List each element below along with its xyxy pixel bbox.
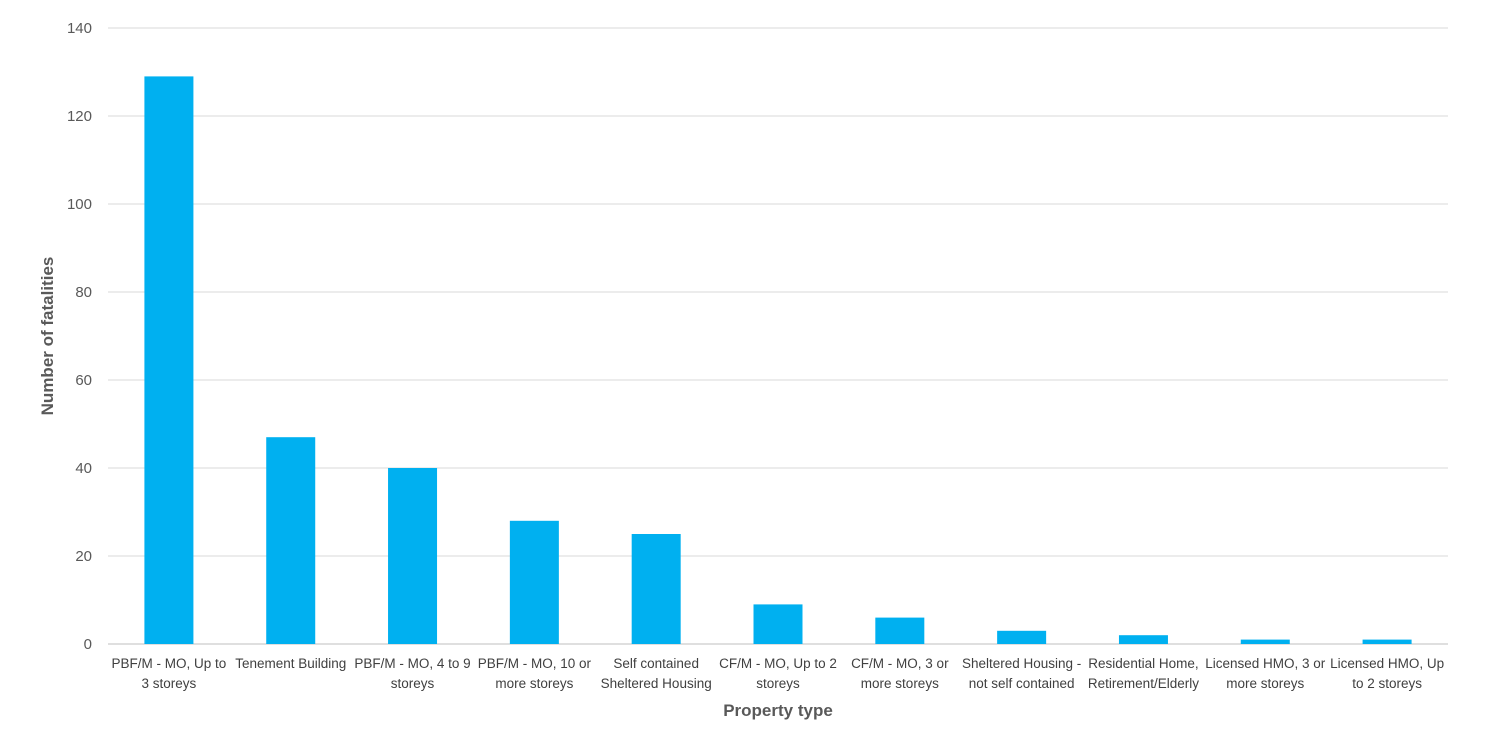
x-category-label: PBF/M - MO, Up to 3 storeys <box>112 656 227 691</box>
x-category-label: PBF/M - MO, 4 to 9 storeys <box>354 656 470 691</box>
y-axis-ticks: 0 20 40 60 80 100 120 140 <box>67 20 92 653</box>
x-category-label: Sheltered Housing -not self contained <box>962 656 1081 691</box>
bars <box>144 76 1412 644</box>
y-tick-label: 80 <box>75 284 92 301</box>
x-category-label: CF/M - MO, 3 or more storeys <box>851 656 949 691</box>
x-category-label: PBF/M - MO, 10 or more storeys <box>478 656 592 691</box>
y-tick-label: 100 <box>67 196 92 213</box>
y-tick-label: 40 <box>75 460 92 477</box>
bar <box>509 520 559 644</box>
bar <box>753 604 803 644</box>
bar <box>144 76 194 644</box>
bar <box>631 534 681 644</box>
x-category-label: Tenement Building <box>235 656 346 671</box>
bar <box>1118 635 1168 644</box>
x-category-label: Licensed HMO, Up to 2 storeys <box>1330 656 1444 691</box>
bar <box>997 630 1047 644</box>
y-tick-label: 20 <box>75 548 92 565</box>
bar <box>1240 639 1290 644</box>
y-tick-label: 0 <box>84 636 92 653</box>
x-category-label: Residential Home, Retirement/Elderly <box>1088 656 1199 691</box>
x-category-label: Licensed HMO, 3 or more storeys <box>1205 656 1326 691</box>
bar <box>266 437 316 644</box>
y-tick-label: 140 <box>67 20 92 37</box>
x-category-label: Self contained Sheltered Housing <box>601 656 712 691</box>
y-tick-label: 120 <box>67 108 92 125</box>
y-tick-label: 60 <box>75 372 92 389</box>
bar <box>388 468 438 644</box>
gridlines <box>108 27 1448 645</box>
y-axis-title: Number of fatalities <box>38 257 57 416</box>
bar <box>1362 639 1412 644</box>
x-axis-categories: PBF/M - MO, Up to 3 storeys Tenement Build… <box>112 656 1445 691</box>
x-axis-title: Property type <box>723 701 833 720</box>
bar <box>875 617 925 644</box>
x-category-label: CF/M - MO, Up to 2 storeys <box>719 656 837 691</box>
